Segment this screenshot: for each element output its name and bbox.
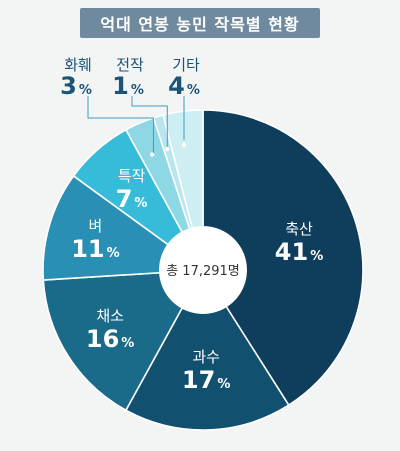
slice-name: 화훼	[64, 56, 92, 74]
slice-value-unit: %	[187, 83, 200, 98]
slice-value-number: 7	[116, 185, 133, 213]
slice-value-unit: %	[310, 249, 323, 264]
slice-label-특작: 특작7%	[116, 167, 148, 213]
slice-value-unit: %	[134, 196, 147, 211]
slice-name: 특작	[118, 167, 146, 185]
pie-slice-채소	[42, 269, 205, 412]
slice-label-기타: 기타4%	[168, 56, 200, 100]
slice-value-number: 16	[86, 325, 119, 353]
slice-value-number: 4	[168, 72, 185, 100]
slice-value-number: 3	[60, 72, 77, 100]
center-total-label: 총 17,291명	[166, 264, 240, 279]
slice-value-unit: %	[107, 246, 120, 261]
slice-name: 기타	[172, 56, 200, 74]
slice-name: 과수	[192, 348, 220, 366]
pie-slice-과수	[124, 268, 290, 431]
slice-label-화훼: 화훼3%	[60, 56, 92, 100]
slice-value-unit: %	[131, 83, 144, 98]
leader-line-전작	[131, 96, 168, 148]
slice-value: 17%	[182, 366, 230, 394]
slice-value-number: 11	[71, 235, 104, 263]
slice-value-number: 1	[112, 72, 129, 100]
leader-line-화훼	[87, 96, 154, 156]
leader-dot-기타	[181, 142, 187, 148]
slice-value: 7%	[116, 185, 148, 213]
slice-value: 1%	[112, 72, 144, 100]
slice-value-unit: %	[217, 377, 230, 392]
slice-value-number: 41	[275, 238, 308, 266]
chart-title: 억대 연봉 농민 작목별 현황	[80, 8, 320, 38]
slice-label-벼: 벼11%	[71, 217, 119, 263]
slice-value-unit: %	[79, 83, 92, 98]
slice-name: 전작	[116, 56, 144, 74]
center-circle	[159, 226, 247, 314]
pie-slice-축산	[202, 109, 364, 407]
slice-value: 4%	[168, 72, 200, 100]
slice-label-전작: 전작1%	[112, 56, 144, 100]
leader-dot-전작	[165, 146, 170, 152]
leader-dot-화훼	[149, 152, 155, 157]
slice-value: 3%	[60, 72, 92, 100]
slice-value-unit: %	[121, 336, 134, 351]
slice-value: 11%	[71, 235, 119, 263]
slice-value-number: 17	[182, 366, 215, 394]
slice-value: 16%	[86, 325, 134, 353]
slice-name: 채소	[96, 307, 124, 325]
slice-value: 41%	[275, 238, 323, 266]
slice-name: 벼	[89, 217, 103, 235]
slice-name: 축산	[285, 220, 313, 238]
